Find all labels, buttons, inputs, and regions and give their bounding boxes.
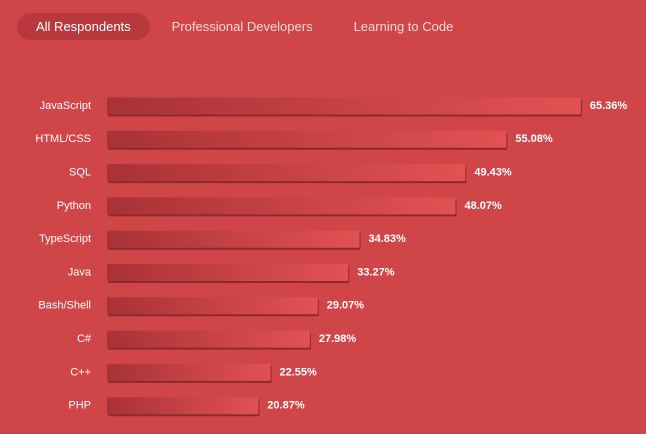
tab[interactable]: All Respondents [17,13,150,40]
bar [107,97,581,115]
value-label: 29.07% [327,300,365,312]
value-label: 22.55% [279,366,317,378]
bar [107,363,271,381]
value-label: 27.98% [319,333,357,345]
value-label: 49.43% [474,167,512,179]
bar [107,264,349,281]
bar [107,164,466,182]
bar [107,397,259,415]
category-label: Python [57,200,91,212]
category-label: JavaScript [40,100,91,112]
category-label: PHP [68,400,91,412]
tab-bar: All Respondents Professional Developers … [17,13,475,40]
bar [107,130,507,148]
tab[interactable]: Professional Developers [171,19,313,34]
value-label: 48.07% [465,200,503,212]
value-label: 65.36% [590,100,628,112]
value-label: 34.83% [369,233,407,245]
category-label: TypeScript [39,233,91,245]
category-label: Java [68,266,92,278]
value-label: 33.27% [357,266,395,278]
value-label: 20.87% [267,400,305,412]
category-label: SQL [69,167,91,179]
category-label: HTML/CSS [35,133,91,145]
bar [107,330,310,348]
bar [107,197,456,215]
bar [107,230,360,248]
tab[interactable]: Learning to Code [353,19,454,34]
category-label: C++ [70,366,91,378]
bar [107,297,318,315]
category-label: Bash/Shell [38,300,91,312]
category-label: C# [77,333,92,345]
value-label: 55.08% [515,133,553,145]
